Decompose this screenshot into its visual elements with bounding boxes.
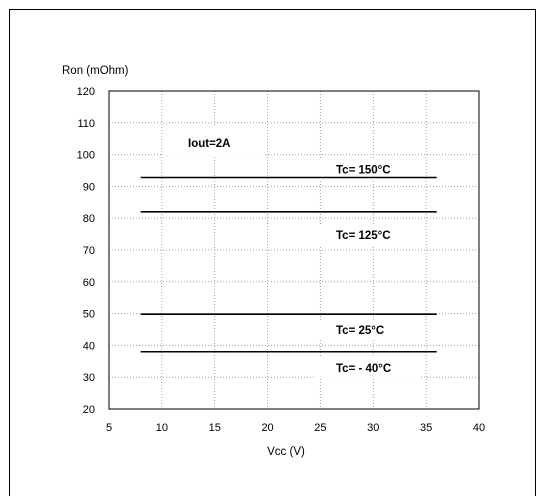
series-labels: Tc= 150°C Tc= 125°C Tc= 25°C Tc= - 40°C	[316, 159, 421, 378]
y-tick-label: 20	[83, 404, 95, 416]
figure-frame	[9, 9, 536, 496]
series-label: Tc= 150°C	[336, 164, 391, 176]
y-tick-label: 50	[83, 309, 95, 321]
plot-area	[108, 90, 480, 410]
y-tick-label: 110	[77, 118, 95, 130]
x-tick-label: 10	[156, 422, 168, 434]
x-tick-label: 40	[473, 422, 485, 434]
grid	[109, 91, 479, 409]
x-tick-label: 30	[367, 422, 379, 434]
y-tick-label: 80	[83, 213, 95, 225]
series-label-background	[316, 320, 421, 341]
series-label: Tc= 25°C	[336, 325, 384, 337]
x-tick-label: 20	[261, 422, 273, 434]
y-tick-label: 90	[83, 181, 95, 193]
y-tick-label: 70	[83, 245, 95, 257]
y-tick-label: 40	[83, 340, 95, 352]
series-lines	[140, 176, 437, 353]
x-tick-label: 25	[314, 422, 326, 434]
y-tick-label: 120	[77, 86, 95, 98]
x-tick-label: 15	[209, 422, 221, 434]
annotation-background	[163, 125, 265, 155]
y-tick-label: 100	[77, 150, 95, 162]
y-axis-title: Ron (mOhm)	[62, 65, 129, 77]
series-label-background	[316, 224, 421, 245]
x-axis-title: Vcc (V)	[267, 446, 305, 458]
x-tick-label: 35	[420, 422, 432, 434]
iout-annotation: Iout=2A	[188, 138, 231, 150]
series-label: Tc= - 40°C	[336, 363, 391, 375]
y-tick-label: 60	[83, 277, 95, 289]
y-tick-label: 30	[83, 372, 95, 384]
series-label: Tc= 125°C	[336, 230, 391, 242]
series-label-background	[316, 159, 421, 180]
x-tick-label: 5	[106, 422, 112, 434]
tick-labels: 5 10 15 20 25 30 35 40 20 30 40 50 60 70 80 90 100 110 120	[77, 86, 485, 434]
series-label-background	[316, 357, 421, 378]
